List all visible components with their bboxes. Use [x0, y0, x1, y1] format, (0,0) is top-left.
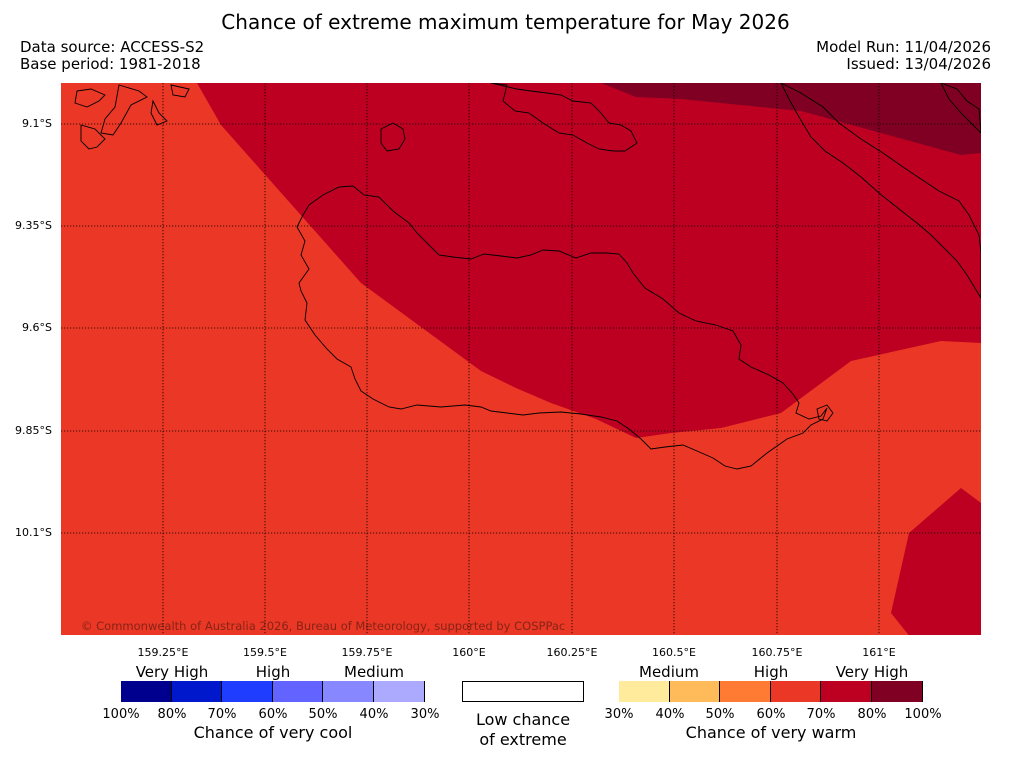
model-run: Model Run: 11/04/2026: [816, 38, 991, 56]
lon-label: 160.75°E: [751, 646, 803, 659]
legend-cool-percent: 40%: [359, 707, 389, 722]
legend-warm-percent: 70%: [806, 707, 836, 722]
lon-label: 159.5°E: [243, 646, 287, 659]
legend-cool-heading: Medium: [344, 663, 404, 681]
coastline-guadalcanal: [296, 185, 828, 470]
legend-swatch-cool: [222, 681, 273, 702]
legend-warm-heading: Very High: [835, 663, 909, 681]
legend-low-caption: Low chance of extreme: [462, 710, 584, 750]
source-info: Data source: ACCESS-S2 Base period: 1981…: [20, 39, 204, 73]
legend-swatch-warm: [821, 681, 872, 702]
legend-swatch-cool: [171, 681, 223, 702]
legend-swatch-cool: [272, 681, 324, 702]
legend-cool-percent: 50%: [308, 707, 338, 722]
legend-warm-percent: 30%: [604, 707, 634, 722]
legend-warm-percent: 100%: [904, 707, 942, 722]
legend-cool-percent: 70%: [207, 707, 237, 722]
coastline-florida-islands: [490, 83, 638, 152]
run-info: Model Run: 11/04/2026 Issued: 13/04/2026: [816, 39, 991, 73]
legend-low-line1: Low chance: [475, 710, 571, 729]
legend-warm-percent: 80%: [857, 707, 887, 722]
legend-warm-caption: Chance of very warm: [685, 723, 857, 742]
legend-cool-percent: 80%: [157, 707, 187, 722]
legend-warm-heading: High: [753, 663, 789, 681]
legend-swatch-cool: [323, 681, 374, 702]
legend-cool-percent: 60%: [258, 707, 288, 722]
legend-swatch-warm: [872, 681, 923, 702]
data-source: Data source: ACCESS-S2: [20, 38, 205, 56]
coastlines: [74, 83, 981, 470]
legend-cool-percent: 100%: [102, 707, 140, 722]
coastline-ngella-north: [940, 83, 981, 134]
lat-label: 9.1°S: [22, 117, 52, 130]
lon-label: 160.25°E: [546, 646, 598, 659]
legend-swatch-warm: [669, 681, 721, 702]
legend-swatch-warm: [720, 681, 771, 702]
legend-cool-heading: High: [255, 663, 291, 681]
lat-label: 9.35°S: [15, 219, 52, 232]
legend-warm-percent: 40%: [655, 707, 685, 722]
lat-label: 9.6°S: [22, 321, 52, 334]
probability-70-80-region-southeast: [891, 488, 981, 635]
map-panel: [61, 83, 981, 635]
lat-label: 10.1°S: [15, 526, 52, 539]
graticule: [61, 83, 981, 635]
lon-label: 161°E: [862, 646, 896, 659]
copyright-notice: © Commonwealth of Australia 2026, Bureau…: [81, 619, 566, 633]
lon-label: 159.25°E: [137, 646, 189, 659]
issued-date: Issued: 13/04/2026: [846, 55, 991, 73]
lon-label: 159.75°E: [341, 646, 393, 659]
legend-warm-heading: Medium: [639, 663, 699, 681]
legend-swatch-cool: [121, 681, 172, 702]
probability-80-100-region: [601, 83, 981, 155]
legend-cool-heading: Very High: [135, 663, 209, 681]
legend-swatch-warm: [770, 681, 822, 702]
base-period: Base period: 1981-2018: [20, 55, 201, 73]
legend-warm-percent: 50%: [705, 707, 735, 722]
legend-swatch-low: [462, 681, 584, 702]
lon-label: 160°E: [452, 646, 486, 659]
legend-cool-percent: 30%: [410, 707, 440, 722]
coastline-malaita: [780, 83, 981, 299]
legend-swatch-cool: [374, 681, 425, 702]
legend-cool-caption: Chance of very cool: [193, 723, 353, 742]
legend-swatch-warm: [619, 681, 670, 702]
coastline-russell-islands: [74, 84, 190, 150]
chart-title: Chance of extreme maximum temperature fo…: [221, 10, 790, 34]
lat-label: 9.85°S: [15, 424, 52, 437]
lon-label: 160.5°E: [652, 646, 696, 659]
coastline-se-islet: [816, 404, 834, 422]
legend-low-line2: of extreme: [479, 730, 567, 749]
probability-70-80-region: [197, 83, 981, 438]
legend-warm-percent: 60%: [756, 707, 786, 722]
